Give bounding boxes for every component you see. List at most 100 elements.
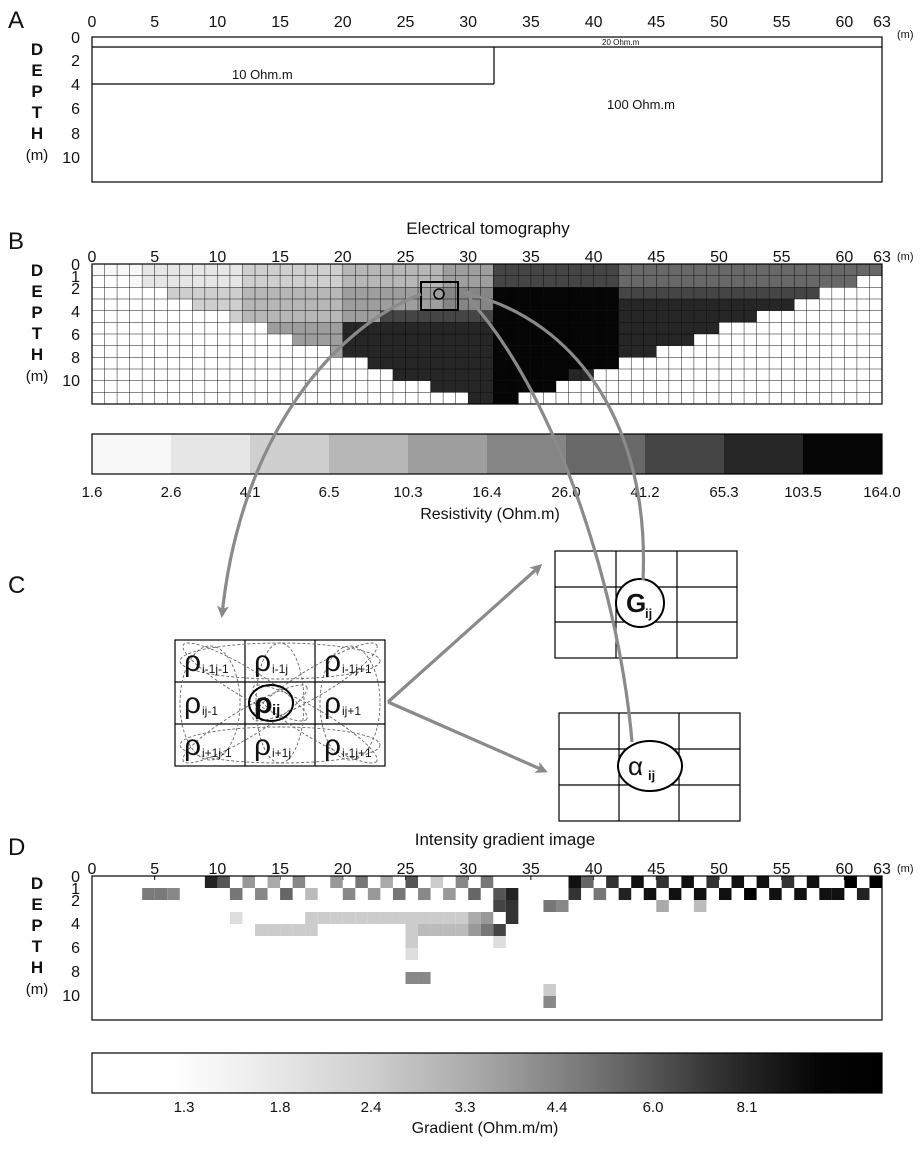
tomography-cell bbox=[430, 334, 444, 346]
colorbar-label: 2.6 bbox=[161, 484, 182, 501]
tomography-cell bbox=[342, 275, 356, 288]
gradient-cell bbox=[267, 876, 281, 888]
tomography-cell bbox=[355, 287, 368, 299]
dashed-link bbox=[179, 645, 241, 761]
gradient-cell-highlight bbox=[615, 578, 665, 628]
tomography-cell bbox=[505, 380, 519, 393]
gradient-cell bbox=[405, 972, 419, 984]
gradient-cell bbox=[443, 924, 456, 936]
tomography-cell bbox=[819, 264, 832, 276]
tomography-cell bbox=[706, 275, 719, 288]
tomography-cell bbox=[142, 264, 155, 276]
gradient-cell bbox=[593, 888, 607, 900]
tomography-cell bbox=[831, 264, 845, 276]
tomography-cell bbox=[543, 369, 556, 381]
panel-a-frame bbox=[91, 36, 883, 183]
tomography-cell bbox=[480, 369, 494, 381]
tomography-cell bbox=[305, 310, 318, 323]
tomography-cell bbox=[443, 345, 456, 358]
tomography-cell bbox=[468, 380, 481, 393]
tomography-cell bbox=[744, 287, 757, 299]
gradient-cell bbox=[292, 876, 306, 888]
gradient-cell bbox=[480, 876, 494, 888]
tomography-cell bbox=[405, 369, 419, 381]
tomography-cell bbox=[781, 275, 795, 288]
tomography-cell bbox=[430, 345, 444, 358]
gradient-cell bbox=[430, 876, 444, 888]
gradient-cell bbox=[330, 912, 343, 924]
gradient-cell bbox=[468, 912, 481, 924]
tomography-cell bbox=[317, 334, 331, 346]
tomography-cell bbox=[806, 264, 820, 276]
tomography-cell bbox=[505, 322, 519, 334]
depth-letter: T bbox=[32, 324, 43, 343]
gradient-cell bbox=[631, 876, 644, 888]
tomography-cell bbox=[179, 264, 193, 276]
tomography-cell bbox=[280, 322, 293, 334]
tomography-cell bbox=[104, 264, 118, 276]
tomography-cell bbox=[530, 380, 544, 393]
tomography-cell bbox=[631, 264, 644, 276]
tomography-cell bbox=[718, 287, 732, 299]
gradient-cell bbox=[405, 876, 419, 888]
tomography-cell bbox=[242, 264, 256, 276]
y-tick-label: 8 bbox=[71, 126, 80, 143]
tomography-cell bbox=[606, 357, 619, 369]
tomography-cell bbox=[555, 299, 569, 311]
tomography-cell bbox=[618, 264, 632, 276]
tomography-cell bbox=[606, 345, 619, 358]
tomography-cell bbox=[869, 264, 882, 276]
gradient-cell bbox=[455, 876, 469, 888]
tomography-cell bbox=[505, 299, 519, 311]
tomography-cell bbox=[844, 264, 857, 276]
x-tick-label: 15 bbox=[271, 249, 289, 266]
gradient-cell bbox=[505, 900, 519, 912]
stencil-subscript: i+1j-1 bbox=[202, 746, 232, 760]
tomography-cell bbox=[631, 287, 644, 299]
tomography-cell bbox=[292, 287, 306, 299]
tomography-cell bbox=[455, 287, 469, 299]
tomography-cell bbox=[681, 275, 694, 288]
tomography-cell bbox=[493, 380, 506, 393]
tomography-cell bbox=[305, 275, 318, 288]
tomography-cell bbox=[643, 310, 657, 323]
depth-letter: H bbox=[31, 345, 43, 364]
tomography-cell bbox=[267, 287, 281, 299]
colorbar-label: 1.8 bbox=[270, 1099, 291, 1116]
tomography-cell bbox=[455, 275, 469, 288]
tomography-cell bbox=[581, 310, 594, 323]
tomography-cell bbox=[468, 369, 481, 381]
depth-unit: (m) bbox=[26, 368, 49, 385]
stencil-rho: ρ bbox=[324, 729, 341, 762]
tomography-cell bbox=[618, 334, 632, 346]
panel-a-x-axis: 0 5 10 15 20 25 30 35 40 45 50 55 60 63 bbox=[88, 14, 891, 41]
tomography-cell bbox=[681, 287, 694, 299]
tomography-cell bbox=[530, 299, 544, 311]
tomography-cell bbox=[555, 345, 569, 358]
gradient-cell bbox=[380, 912, 393, 924]
gradient-cell bbox=[418, 888, 431, 900]
tomography-cell bbox=[167, 264, 180, 276]
panel-a-y-axis: 0 2 4 6 8 10 bbox=[62, 30, 80, 167]
gradient-cell-symbol: G bbox=[626, 588, 646, 618]
tomography-cell bbox=[731, 275, 745, 288]
layer-label-left: 10 Ohm.m bbox=[232, 67, 293, 82]
x-tick-label: 0 bbox=[88, 861, 97, 878]
tomography-cell bbox=[418, 357, 431, 369]
x-tick-label: 30 bbox=[459, 861, 477, 878]
tomography-cell bbox=[430, 322, 444, 334]
panel-b-frame bbox=[91, 263, 883, 405]
x-tick-label: 10 bbox=[208, 249, 226, 266]
stencil-subscript: ij-1 bbox=[202, 704, 218, 718]
tomography-cell bbox=[718, 275, 732, 288]
gradient-cell bbox=[443, 912, 456, 924]
tomography-cell bbox=[305, 264, 318, 276]
gradient-colorbar bbox=[91, 1052, 883, 1094]
tomography-cell bbox=[581, 334, 594, 346]
tomography-cell bbox=[380, 310, 393, 323]
tomography-cell bbox=[593, 275, 607, 288]
center-cell-highlight bbox=[248, 684, 294, 722]
y-tick-label: 2 bbox=[71, 893, 80, 910]
gradient-cell bbox=[568, 876, 582, 888]
